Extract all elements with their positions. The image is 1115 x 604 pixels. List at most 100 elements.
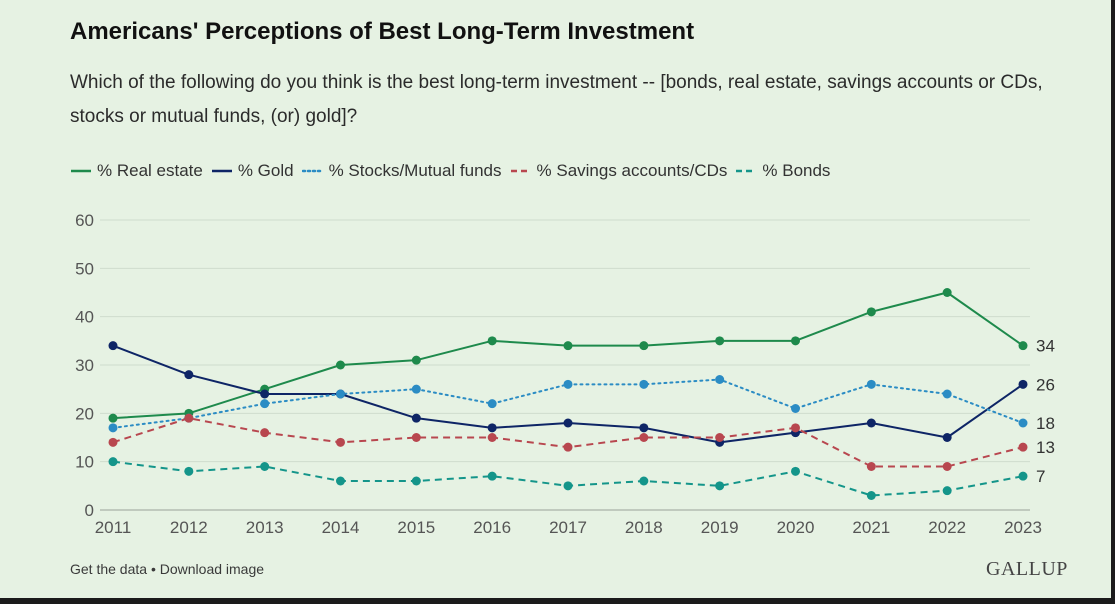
end-label-gold: 26 xyxy=(1036,375,1055,394)
data-point-savings-accounts-cds xyxy=(260,428,270,438)
data-point-savings-accounts-cds xyxy=(108,437,118,447)
x-tick-label: 2014 xyxy=(322,518,360,537)
data-point-gold xyxy=(411,413,421,423)
legend-label: % Stocks/Mutual funds xyxy=(328,161,502,180)
data-point-stocks-mutual-funds xyxy=(487,399,497,409)
data-point-stocks-mutual-funds xyxy=(336,389,345,399)
data-point-bonds xyxy=(791,466,800,476)
x-tick-label: 2011 xyxy=(95,518,132,537)
x-tick-label: 2013 xyxy=(246,518,284,537)
data-point-savings-accounts-cds xyxy=(715,433,725,442)
legend-label: % Real estate xyxy=(97,161,203,180)
legend-swatch-gold xyxy=(211,169,232,173)
data-point-bonds xyxy=(411,476,421,486)
data-point-gold xyxy=(108,341,118,351)
data-point-stocks-mutual-funds xyxy=(639,379,649,389)
data-point-savings-accounts-cds xyxy=(563,442,573,452)
data-point-bonds xyxy=(108,457,118,467)
legend-swatch-bonds xyxy=(736,169,757,173)
x-tick-label: 2012 xyxy=(170,518,208,537)
series-line-bonds xyxy=(112,460,1024,497)
data-point-real-estate xyxy=(715,336,725,346)
data-point-stocks-mutual-funds xyxy=(866,379,876,389)
y-tick-label: 30 xyxy=(75,356,94,375)
get-data-link[interactable]: Get the data xyxy=(70,561,148,577)
data-point-bonds xyxy=(336,476,345,486)
data-point-real-estate xyxy=(563,341,573,351)
data-point-bonds xyxy=(487,471,497,481)
data-point-real-estate xyxy=(791,336,800,346)
data-point-bonds xyxy=(184,466,194,476)
data-point-savings-accounts-cds xyxy=(639,433,649,442)
legend-item-bonds: % Bonds xyxy=(735,161,830,181)
x-tick-label: 2018 xyxy=(625,518,663,537)
data-point-real-estate xyxy=(1018,341,1028,351)
y-tick-label: 0 xyxy=(85,501,94,520)
data-point-bonds xyxy=(639,476,649,486)
data-point-real-estate xyxy=(411,355,421,365)
data-point-stocks-mutual-funds xyxy=(715,375,725,384)
legend-item-gold: % Gold xyxy=(211,161,294,181)
legend-swatch-real-estate xyxy=(71,169,91,173)
x-tick-label: 2022 xyxy=(928,518,966,537)
x-tick-label: 2016 xyxy=(473,518,511,537)
legend-swatch-savings-accounts-cds xyxy=(510,169,531,173)
download-image-link[interactable]: Download image xyxy=(159,561,265,577)
data-point-savings-accounts-cds xyxy=(336,437,345,447)
data-point-real-estate xyxy=(639,341,649,351)
end-label-savings-accounts-cds: 13 xyxy=(1036,438,1055,457)
y-tick-label: 10 xyxy=(75,453,94,472)
legend-item-real-estate: % Real estate xyxy=(70,161,203,181)
data-point-gold xyxy=(563,418,573,428)
end-label-stocks-mutual-funds: 18 xyxy=(1036,414,1055,433)
legend-label: % Gold xyxy=(237,161,294,180)
data-point-stocks-mutual-funds xyxy=(411,384,421,394)
x-tick-label: 2020 xyxy=(777,518,815,537)
y-tick-label: 20 xyxy=(75,404,94,423)
data-point-gold xyxy=(942,433,952,442)
x-tick-label: 2019 xyxy=(701,518,739,537)
data-point-stocks-mutual-funds xyxy=(942,389,952,399)
footer-links: Get the data • Download image xyxy=(70,561,264,577)
data-point-real-estate xyxy=(866,307,876,317)
data-point-stocks-mutual-funds xyxy=(108,423,118,433)
data-point-gold xyxy=(639,423,649,433)
legend-item-savings-accounts-cds: % Savings accounts/CDs xyxy=(510,161,728,181)
legend-label: % Savings accounts/CDs xyxy=(536,161,728,180)
chart-subtitle: Which of the following do you think is t… xyxy=(70,72,1043,127)
data-point-savings-accounts-cds xyxy=(791,423,800,433)
data-point-gold xyxy=(260,389,270,399)
end-label-bonds: 7 xyxy=(1036,467,1045,486)
data-point-savings-accounts-cds xyxy=(411,433,421,442)
data-point-bonds xyxy=(942,486,952,496)
x-tick-label: 2021 xyxy=(852,518,890,537)
data-point-bonds xyxy=(866,491,876,500)
series-line-real-estate xyxy=(112,291,1024,420)
chart-title: Americans' Perceptions of Best Long-Term… xyxy=(70,18,695,45)
data-point-real-estate xyxy=(942,288,952,297)
data-point-real-estate xyxy=(336,360,345,370)
data-point-bonds xyxy=(715,481,725,491)
data-point-savings-accounts-cds xyxy=(942,462,952,471)
gallup-logo: GALLUP xyxy=(986,558,1068,580)
legend-swatch-stocks-mutual-funds xyxy=(301,169,324,173)
data-point-gold xyxy=(866,418,876,428)
data-point-gold xyxy=(487,423,497,433)
data-point-savings-accounts-cds xyxy=(1018,442,1028,452)
data-point-bonds xyxy=(563,481,573,491)
x-tick-label: 2015 xyxy=(397,518,435,537)
data-point-stocks-mutual-funds xyxy=(791,404,800,413)
end-label-real-estate: 34 xyxy=(1036,337,1055,356)
x-tick-label: 2017 xyxy=(549,518,587,537)
data-point-gold xyxy=(1018,379,1028,389)
legend-item-stocks-mutual-funds: % Stocks/Mutual funds xyxy=(301,161,502,181)
data-point-savings-accounts-cds xyxy=(866,462,876,471)
data-point-bonds xyxy=(260,462,270,471)
data-point-savings-accounts-cds xyxy=(184,413,194,423)
footer-separator: • xyxy=(150,561,156,577)
y-tick-label: 60 xyxy=(75,211,94,230)
data-point-savings-accounts-cds xyxy=(487,433,497,442)
legend-label: % Bonds xyxy=(762,161,831,180)
data-point-real-estate xyxy=(487,336,497,346)
